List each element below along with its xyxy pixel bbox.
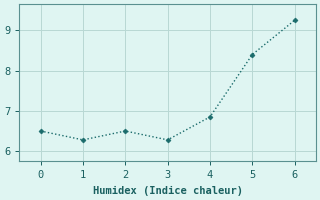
X-axis label: Humidex (Indice chaleur): Humidex (Indice chaleur) <box>92 186 243 196</box>
